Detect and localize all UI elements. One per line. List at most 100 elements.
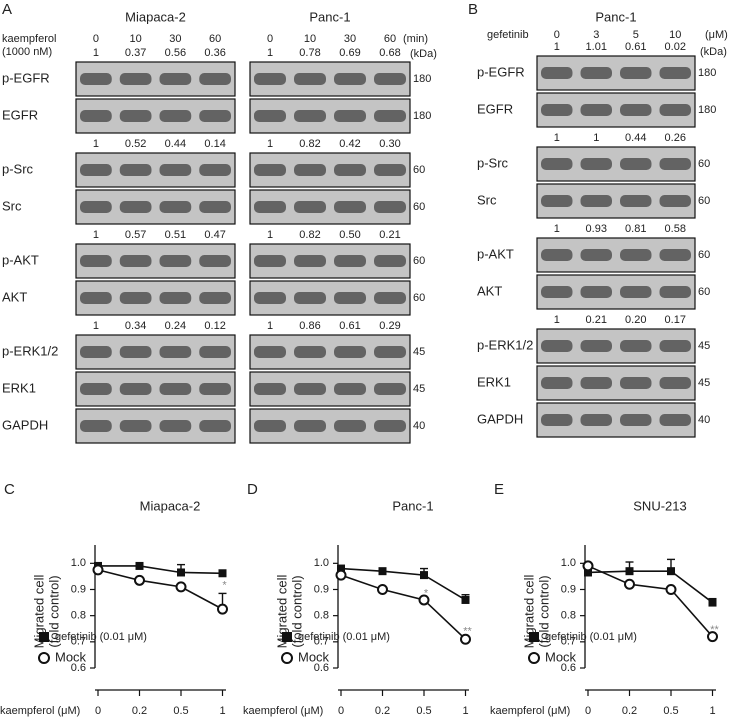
band: [659, 249, 691, 261]
marker: [460, 633, 471, 645]
kda-label: 60: [413, 164, 425, 176]
band: [254, 164, 286, 176]
band: [659, 286, 691, 298]
kda-unit-label: (kDa): [700, 46, 727, 58]
band: [374, 110, 406, 122]
quant-value: 0.02: [665, 41, 686, 53]
kda-label: 180: [413, 73, 431, 85]
kda-unit-label: (kDa): [410, 48, 437, 60]
treatment-label: gefetinib: [487, 29, 529, 41]
marker: [624, 578, 635, 590]
band: [294, 292, 326, 304]
band: [374, 383, 406, 395]
marker: [135, 561, 144, 570]
band: [159, 292, 192, 304]
quant-value: 0.44: [165, 138, 186, 150]
quant-value: 0.42: [339, 138, 360, 150]
band: [199, 420, 231, 432]
panel-letter: D: [247, 481, 258, 498]
quant-value: 0.24: [165, 320, 186, 332]
quant-value: 1: [93, 229, 99, 241]
band: [580, 104, 612, 116]
band: [119, 346, 152, 358]
quant-value: 1: [93, 138, 99, 150]
band: [580, 286, 612, 298]
legend-label: gefetinib (0.01 μM): [55, 631, 147, 643]
band: [199, 292, 231, 304]
band: [334, 255, 366, 267]
kda-label: 60: [413, 292, 425, 304]
marker: [708, 598, 717, 607]
row-label: p-ERK1/2: [477, 337, 533, 352]
band: [254, 383, 286, 395]
quant-value: 0.68: [379, 47, 400, 59]
band: [620, 195, 652, 207]
quant-value: 0.58: [665, 223, 686, 235]
band: [580, 195, 612, 207]
x-tick-label: 0.2: [375, 705, 390, 717]
legend-marker: [281, 652, 293, 664]
lane-label: 0: [554, 29, 560, 41]
band: [159, 110, 192, 122]
quant-value: 0.69: [339, 47, 360, 59]
y-tick-label: 0.8: [71, 610, 86, 622]
marker: [420, 571, 428, 580]
quant-value: 0.56: [165, 47, 186, 59]
band: [254, 201, 286, 213]
legend-label: gefetinib (0.01 μM): [545, 631, 637, 643]
band: [294, 73, 326, 85]
quant-value: 0.52: [125, 138, 146, 150]
marker: [217, 603, 228, 615]
band: [580, 377, 612, 389]
x-tick-label: 0: [338, 705, 344, 717]
band: [80, 292, 112, 304]
y-tick-label: 1.0: [71, 557, 86, 569]
quant-value: 1: [267, 138, 273, 150]
band: [254, 73, 286, 85]
band: [374, 164, 406, 176]
row-label: EGFR: [2, 107, 38, 122]
quant-value: 1: [554, 41, 560, 53]
y-tick-label: 0.8: [561, 610, 576, 622]
band: [80, 110, 112, 122]
quant-value: 1.01: [586, 41, 607, 53]
band: [80, 255, 112, 267]
band: [159, 255, 192, 267]
band: [659, 377, 691, 389]
band: [541, 195, 573, 207]
lane-label: 5: [633, 29, 639, 41]
quant-value: 0.20: [625, 314, 646, 326]
quant-value: 1: [267, 47, 273, 59]
band: [199, 346, 231, 358]
y-tick-label: 0.7: [561, 636, 576, 648]
band: [659, 158, 691, 170]
row-label: p-EGFR: [2, 70, 50, 85]
annotation: **: [710, 624, 719, 636]
y-tick-label: 0.7: [71, 636, 86, 648]
legend-label: Mock: [298, 649, 330, 664]
band: [199, 73, 231, 85]
band: [199, 164, 231, 176]
band: [620, 67, 652, 79]
cell-line: Panc-1: [309, 9, 350, 24]
legend-marker: [39, 632, 49, 642]
marker: [582, 560, 594, 572]
lane-label: 3: [593, 29, 599, 41]
band: [580, 249, 612, 261]
row-label: GAPDH: [2, 417, 48, 432]
band: [199, 383, 231, 395]
band: [334, 73, 366, 85]
marker: [707, 631, 718, 643]
band: [119, 164, 152, 176]
x-tick-label: 0.2: [622, 705, 637, 717]
band: [620, 340, 652, 352]
band: [119, 73, 152, 85]
quant-value: 0.82: [299, 138, 320, 150]
band: [254, 110, 286, 122]
quant-value: 0.34: [125, 320, 146, 332]
panel-letter: A: [2, 1, 12, 18]
marker: [177, 568, 185, 577]
legend-label: gefetinib (0.01 μM): [298, 631, 390, 643]
band: [80, 73, 112, 85]
